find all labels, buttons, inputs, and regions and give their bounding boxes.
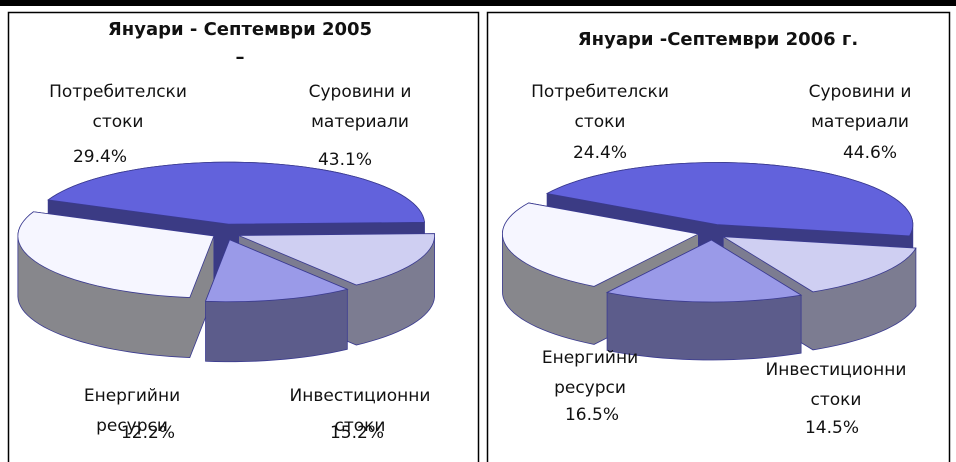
slice bbox=[723, 236, 917, 293]
slice bbox=[47, 161, 425, 225]
slice bbox=[605, 239, 803, 303]
chart-title: Януари - Септември 2005 bbox=[108, 19, 372, 40]
chart-frame bbox=[7, 11, 480, 462]
chart-subtitle: – bbox=[236, 47, 245, 68]
slice-label: Инвестиционни bbox=[766, 360, 907, 380]
slice bbox=[17, 211, 215, 298]
slice bbox=[238, 233, 435, 286]
slice-label: стоки bbox=[575, 112, 626, 132]
slice-label: Потребителски bbox=[531, 82, 669, 102]
value-label: 43.1% bbox=[318, 150, 372, 170]
value-label: 29.4% bbox=[73, 147, 127, 167]
slice bbox=[502, 202, 700, 287]
slice-label: материали bbox=[311, 112, 409, 132]
slice-label: Суровини и bbox=[309, 82, 412, 102]
slice-label: Енергийни bbox=[542, 348, 638, 368]
value-label: 44.6% bbox=[843, 143, 897, 163]
slice bbox=[204, 239, 349, 303]
slice bbox=[545, 162, 914, 237]
slice-label: ресурси bbox=[554, 378, 626, 398]
slice-label: Потребителски bbox=[49, 82, 187, 102]
value-label: 12.2% bbox=[121, 423, 175, 443]
value-label: 15.2% bbox=[330, 423, 384, 443]
chart-title: Януари -Септември 2006 г. bbox=[578, 29, 858, 50]
value-label: 24.4% bbox=[573, 143, 627, 163]
slice-label: стоки bbox=[93, 112, 144, 132]
slice-label: ресурси bbox=[96, 416, 168, 436]
value-label: 14.5% bbox=[805, 418, 859, 438]
slice-label: Енергийни bbox=[84, 386, 180, 406]
slice-label: стоки bbox=[335, 416, 386, 436]
slice-label: Суровини и bbox=[809, 82, 912, 102]
slice-label: материали bbox=[811, 112, 909, 132]
value-label: 16.5% bbox=[565, 405, 619, 425]
slice-label: стоки bbox=[811, 390, 862, 410]
slice-label: Инвестиционни bbox=[290, 386, 431, 406]
chart-frame bbox=[486, 11, 951, 462]
top-band bbox=[0, 0, 956, 6]
